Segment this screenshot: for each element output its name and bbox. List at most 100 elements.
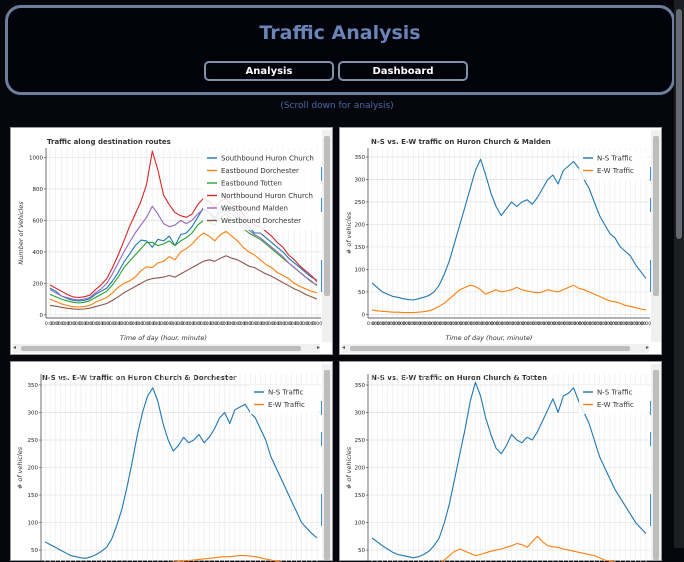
y-tick-label: 50 bbox=[358, 548, 365, 554]
chart-tool-icon[interactable] bbox=[321, 260, 323, 292]
x-tick-label: 0:00 bbox=[429, 321, 439, 327]
chart-tool-icon[interactable] bbox=[650, 167, 652, 181]
chart-panel-destination-routes: Traffic along destination routes 0 200 400 6… bbox=[10, 127, 333, 355]
dashboard-button[interactable]: Dashboard bbox=[338, 61, 468, 81]
x-tick-label: 0:00 bbox=[73, 321, 83, 327]
chart-horizontal-scrollbar-thumb[interactable] bbox=[350, 346, 630, 351]
x-tick-label: 0:00 bbox=[444, 321, 454, 327]
x-tick-label: 0:00 bbox=[398, 321, 408, 327]
chart-tool-icon[interactable] bbox=[321, 198, 323, 212]
legend: N-S Traffic E-W Traffic bbox=[579, 151, 647, 180]
legend-entry-n-s-traffic[interactable]: N-S Traffic bbox=[597, 389, 633, 397]
legend-entry-e-w-traffic[interactable]: E-W Traffic bbox=[268, 401, 305, 409]
x-tick-label: 0:00 bbox=[227, 321, 237, 327]
page-scrollbar[interactable] bbox=[674, 0, 684, 548]
chart-svg: N-S vs. E-W traffic on Huron Church & Ma… bbox=[345, 138, 652, 342]
x-tick-label: 0:00 bbox=[238, 321, 248, 327]
chart-tool-icon[interactable] bbox=[321, 494, 323, 526]
chart-tool-icon[interactable] bbox=[321, 401, 323, 415]
chart-title: N-S vs. E-W traffic on Huron Church & Do… bbox=[42, 374, 237, 382]
chart-tool-icon[interactable] bbox=[321, 167, 323, 181]
legend-box bbox=[579, 385, 647, 414]
x-tick-label: 0:00 bbox=[204, 321, 214, 327]
x-tick-label: 0:00 bbox=[625, 321, 635, 327]
chart-tool-icon[interactable] bbox=[650, 494, 652, 526]
x-tick-label: 0:00 bbox=[553, 321, 563, 327]
analysis-button[interactable]: Analysis bbox=[204, 61, 334, 81]
chart-tool-icon[interactable] bbox=[321, 432, 323, 446]
legend-entry-westbound-malden[interactable]: Westbound Malden bbox=[221, 205, 288, 213]
chart-tool-icon[interactable] bbox=[650, 260, 652, 292]
x-tick-label: 0:00 bbox=[377, 321, 387, 327]
x-tick-label: 0:00 bbox=[249, 321, 259, 327]
legend-entry-southbound-huron-church[interactable]: Southbound Huron Church bbox=[221, 155, 314, 163]
chart-vertical-scrollbar[interactable] bbox=[651, 130, 661, 342]
legend-entry-northbound-huron-church[interactable]: Northbound Huron Church bbox=[221, 192, 313, 200]
chart-horizontal-scrollbar[interactable]: ◂ ▸ bbox=[342, 344, 649, 353]
chart-vertical-scrollbar-thumb[interactable] bbox=[653, 136, 659, 296]
x-tick-label: 0:00 bbox=[266, 321, 276, 327]
legend-entry-n-s-traffic[interactable]: N-S Traffic bbox=[597, 155, 633, 163]
series-line-westbound-malden bbox=[49, 205, 318, 301]
chart-vertical-scrollbar-thumb[interactable] bbox=[324, 136, 330, 296]
series-line-westbound-dorchester bbox=[49, 255, 318, 310]
legend: N-S Traffic E-W Traffic bbox=[250, 385, 318, 414]
x-tick-label: 0:00 bbox=[610, 321, 620, 327]
legend-box bbox=[579, 151, 647, 180]
x-tick-label: 0:00 bbox=[527, 321, 537, 327]
chart-title: N-S vs. E-W traffic on Huron Church & To… bbox=[371, 374, 547, 382]
x-tick-label: 0:00 bbox=[175, 321, 185, 327]
x-tick-label: 0:00 bbox=[164, 321, 174, 327]
chart-vertical-scrollbar[interactable] bbox=[322, 364, 332, 560]
x-tick-label: 0:00 bbox=[300, 321, 310, 327]
x-tick-label: 0:00 bbox=[470, 321, 480, 327]
y-tick-label: 100 bbox=[28, 521, 39, 527]
y-tick-label: 250 bbox=[355, 438, 366, 444]
legend-entry-e-w-traffic[interactable]: E-W Traffic bbox=[597, 167, 634, 175]
scroll-left-arrow-icon[interactable]: ◂ bbox=[342, 344, 346, 351]
page-scrollbar-thumb[interactable] bbox=[676, 9, 682, 239]
scroll-left-arrow-icon[interactable]: ◂ bbox=[13, 344, 17, 351]
chart-tool-icon[interactable] bbox=[650, 198, 652, 212]
chart-vertical-scrollbar-thumb[interactable] bbox=[653, 370, 659, 560]
chart-vertical-scrollbar[interactable] bbox=[651, 364, 661, 560]
x-tick-label: 0:00 bbox=[367, 321, 377, 327]
y-tick-label: 300 bbox=[355, 411, 366, 417]
y-tick-label: 0 bbox=[40, 313, 44, 319]
x-tick-label: 0:00 bbox=[424, 321, 434, 327]
scroll-right-arrow-icon[interactable]: ▸ bbox=[316, 344, 320, 351]
y-tick-label: 200 bbox=[355, 466, 366, 472]
x-tick-label: 0:00 bbox=[210, 321, 220, 327]
y-axis-label: Number of Vehicles bbox=[17, 201, 25, 265]
x-tick-label: 0:00 bbox=[589, 321, 599, 327]
chart-horizontal-scrollbar[interactable]: ◂ ▸ bbox=[13, 344, 320, 353]
x-axis-label: Time of day (hour, minute) bbox=[446, 334, 533, 342]
chart-horizontal-scrollbar-thumb[interactable] bbox=[21, 346, 301, 351]
legend-entry-eastbound-dorchester[interactable]: Eastbound Dorchester bbox=[221, 167, 299, 175]
series-line-e-w-traffic bbox=[371, 284, 647, 314]
y-tick-label: 150 bbox=[28, 493, 39, 499]
y-tick-label: 200 bbox=[33, 281, 44, 287]
legend-entry-n-s-traffic[interactable]: N-S Traffic bbox=[268, 389, 304, 397]
y-tick-label: 1000 bbox=[29, 155, 43, 161]
chart-tool-icon[interactable] bbox=[650, 401, 652, 415]
x-tick-label: 0:00 bbox=[232, 321, 242, 327]
y-axis-label: # of vehicles bbox=[16, 446, 24, 489]
x-tick-label: 0:00 bbox=[96, 321, 106, 327]
y-tick-label: 50 bbox=[358, 290, 365, 296]
legend-entry-eastbound-totten[interactable]: Eastbound Totten bbox=[221, 180, 282, 188]
x-tick-label: 0:00 bbox=[419, 321, 429, 327]
chart-vertical-scrollbar[interactable] bbox=[322, 130, 332, 342]
legend-entry-westbound-dorchester[interactable]: Westbound Dorchester bbox=[221, 217, 301, 225]
scroll-right-arrow-icon[interactable]: ▸ bbox=[645, 344, 649, 351]
legend-entry-e-w-traffic[interactable]: E-W Traffic bbox=[597, 401, 634, 409]
x-tick-label: 0:00 bbox=[372, 321, 382, 327]
x-tick-label: 0:00 bbox=[130, 321, 140, 327]
chart-tool-icon[interactable] bbox=[650, 432, 652, 446]
chart-svg: N-S vs. E-W traffic on Huron Church & Do… bbox=[16, 374, 323, 562]
series-line-n-s-traffic bbox=[371, 158, 647, 301]
x-tick-label: 0:00 bbox=[465, 321, 475, 327]
y-tick-label: 800 bbox=[33, 187, 44, 193]
chart-vertical-scrollbar-thumb[interactable] bbox=[324, 370, 330, 560]
x-tick-label: 0:00 bbox=[532, 321, 542, 327]
